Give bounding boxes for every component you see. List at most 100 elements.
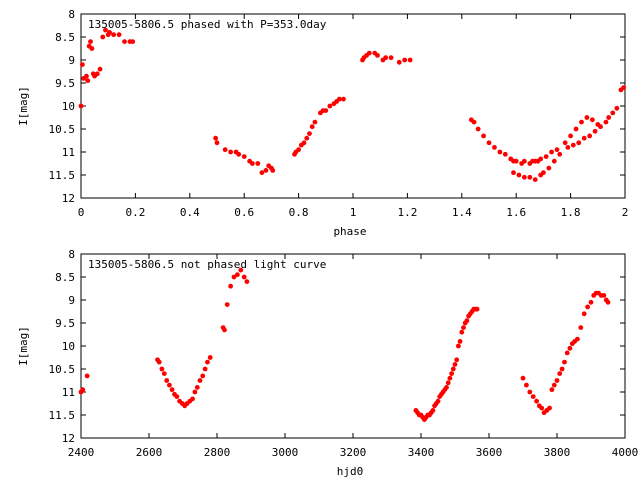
unphased-data-point bbox=[562, 359, 567, 365]
unphased-data-point bbox=[456, 343, 461, 349]
phased-data-point bbox=[481, 133, 486, 139]
unphased-data-point bbox=[575, 336, 580, 342]
phased-xtick-label: 0.4 bbox=[180, 206, 200, 219]
phased-data-point bbox=[388, 55, 394, 61]
phased-data-point bbox=[130, 39, 136, 44]
phased-data-point bbox=[249, 161, 255, 166]
unphased-data-point bbox=[474, 306, 480, 312]
unphased-data-point bbox=[205, 359, 210, 365]
unphased-data-point bbox=[231, 274, 237, 280]
unphased-data-point bbox=[164, 378, 170, 383]
phased-data-point bbox=[116, 32, 122, 38]
phased-data-point bbox=[78, 103, 84, 109]
unphased-ytick-label: 8 bbox=[68, 248, 75, 261]
unphased-data-point bbox=[601, 293, 607, 298]
unphased-data-point bbox=[447, 375, 453, 381]
phased-data-point bbox=[111, 32, 117, 38]
phased-data-point bbox=[557, 151, 563, 157]
phased-data-point bbox=[614, 105, 620, 111]
phased-data-point bbox=[511, 170, 516, 176]
unphased-data-point bbox=[174, 394, 180, 399]
unphased-xtick-label: 3200 bbox=[340, 446, 367, 459]
unphased-data-point bbox=[169, 387, 175, 393]
unphased-data-point bbox=[450, 366, 456, 372]
unphased-data-point bbox=[224, 302, 230, 307]
phased-data-point bbox=[579, 119, 584, 125]
phased-data-point bbox=[84, 73, 89, 79]
phased-data-point bbox=[606, 115, 612, 120]
phased-data-point bbox=[383, 55, 389, 61]
unphased-plot-title: 135005-5806.5 not phased light curve bbox=[88, 258, 326, 271]
unphased-plot-ylabel: I[mag] bbox=[17, 326, 30, 366]
unphased-data-point bbox=[557, 371, 563, 376]
unphased-data-point bbox=[559, 366, 565, 372]
unphased-data-point bbox=[554, 378, 560, 383]
unphased-data-point bbox=[207, 355, 213, 360]
unphased-data-point bbox=[222, 327, 227, 333]
unphased-xtick-label: 2400 bbox=[68, 446, 95, 459]
unphased-ytick-label: 12 bbox=[62, 432, 75, 445]
unphased-data-point bbox=[430, 408, 436, 413]
unphased-data-point bbox=[527, 389, 533, 395]
unphased-xtick-label: 3600 bbox=[476, 446, 503, 459]
unphased-data-point bbox=[551, 382, 557, 388]
phased-xtick-label: 2 bbox=[622, 206, 629, 219]
phased-data-point bbox=[255, 161, 261, 166]
phased-data-point bbox=[396, 59, 402, 65]
phased-data-point bbox=[263, 168, 269, 173]
phased-data-point bbox=[621, 85, 627, 90]
phased-data-point bbox=[79, 62, 85, 67]
phased-data-point bbox=[551, 158, 557, 164]
unphased-data-point bbox=[244, 279, 250, 284]
phased-data-point bbox=[549, 149, 554, 155]
phased-data-point bbox=[402, 57, 408, 63]
phased-data-point bbox=[94, 71, 100, 77]
phased-data-point bbox=[546, 165, 552, 171]
unphased-data-point bbox=[238, 267, 244, 273]
phased-xtick-label: 0.2 bbox=[125, 206, 145, 219]
unphased-data-point bbox=[228, 283, 234, 289]
unphased-data-point bbox=[457, 339, 463, 344]
phased-data-point bbox=[497, 149, 503, 155]
phased-data-point bbox=[565, 145, 571, 150]
unphased-data-point bbox=[459, 329, 465, 335]
phased-xtick-label: 1.8 bbox=[561, 206, 581, 219]
unphased-data-point bbox=[197, 378, 203, 383]
unphased-xtick-label: 2600 bbox=[136, 446, 163, 459]
phased-xtick-label: 1 bbox=[350, 206, 357, 219]
unphased-data-point bbox=[452, 362, 458, 367]
phased-data-point bbox=[532, 177, 538, 183]
phased-data-point bbox=[222, 147, 228, 153]
unphased-xtick-label: 3800 bbox=[544, 446, 571, 459]
unphased-data-point bbox=[202, 366, 208, 372]
unphased-plot: 2400 2600 2800 3000 3200 3400 3600 3800 4000 8 8.5… bbox=[17, 248, 638, 478]
phased-data-point bbox=[589, 117, 595, 123]
phased-data-point bbox=[610, 110, 616, 116]
unphased-data-point bbox=[567, 345, 573, 351]
unphased-plot-points bbox=[78, 267, 611, 422]
phased-ytick-label: 11.5 bbox=[49, 169, 76, 182]
unphased-data-point bbox=[80, 387, 86, 393]
phased-data-point bbox=[228, 149, 234, 155]
phased-data-point bbox=[502, 151, 508, 157]
phased-plot-title: 135005-5806.5 phased with P=353.0day bbox=[88, 18, 327, 31]
unphased-data-point bbox=[581, 311, 587, 317]
phased-data-point bbox=[270, 168, 276, 173]
unphased-data-point bbox=[461, 325, 466, 330]
phased-data-point bbox=[492, 145, 497, 150]
phased-data-point bbox=[486, 140, 492, 146]
phased-data-point bbox=[304, 135, 310, 141]
unphased-ytick-label: 8.5 bbox=[55, 271, 75, 284]
unphased-ytick-label: 9 bbox=[68, 294, 75, 307]
unphased-data-point bbox=[547, 405, 552, 411]
phased-xtick-label: 0.8 bbox=[289, 206, 309, 219]
phased-ytick-label: 8 bbox=[68, 8, 75, 21]
phased-xtick-label: 0 bbox=[78, 206, 85, 219]
unphased-data-point bbox=[156, 359, 162, 365]
phased-data-point bbox=[573, 126, 579, 132]
unphased-data-point bbox=[444, 385, 449, 390]
phased-data-point bbox=[107, 30, 112, 35]
unphased-data-point bbox=[449, 371, 454, 376]
unphased-data-point bbox=[520, 375, 526, 381]
